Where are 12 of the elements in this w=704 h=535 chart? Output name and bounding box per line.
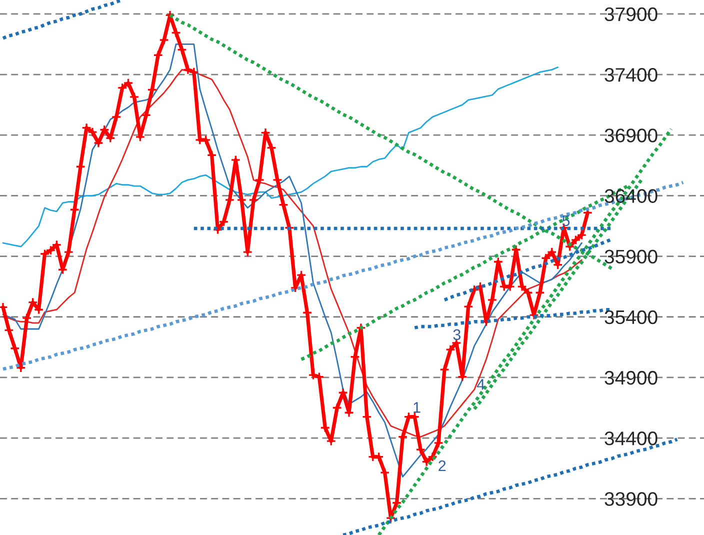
annotation: 1: [414, 402, 420, 413]
y-tick-label: 37400: [604, 68, 658, 82]
annotation: 2: [438, 460, 446, 472]
y-tick-label: 35900: [604, 250, 658, 264]
y-tick-label: 37900: [604, 7, 658, 22]
y-tick-label: 33900: [604, 492, 658, 506]
annotation: 4: [476, 379, 485, 390]
y-tick-label: 36900: [604, 128, 658, 142]
y-tick-label: 35400: [604, 310, 658, 324]
annotation: 3: [453, 329, 460, 340]
y-tick-label: 34900: [604, 370, 658, 385]
y-tick-label: 34400: [604, 432, 658, 446]
